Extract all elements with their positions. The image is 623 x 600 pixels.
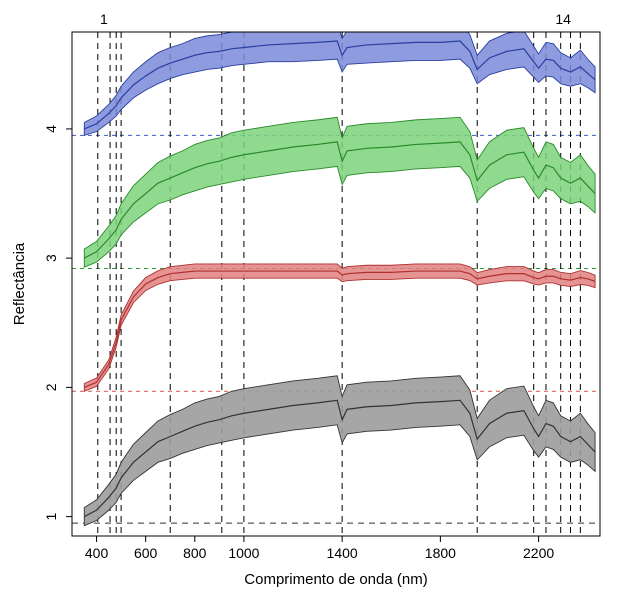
xtick-label: 800 <box>183 545 207 561</box>
ytick-label: 1 <box>43 513 59 521</box>
y-axis-label: Reflectância <box>11 242 28 325</box>
xtick-label: 400 <box>85 545 109 561</box>
top-label-0: 1 <box>100 11 108 27</box>
xtick-label: 1800 <box>425 545 456 561</box>
line-red <box>84 271 595 387</box>
band-red <box>84 264 595 391</box>
band-blue <box>84 23 595 135</box>
chart-svg: 400 600 800 1000 1400 1800 2200 1 2 3 4 Comprimento… <box>0 0 623 600</box>
band-green <box>84 117 595 267</box>
ytick-label: 3 <box>43 254 59 262</box>
xtick-label: 600 <box>134 545 158 561</box>
ytick-label: 4 <box>43 125 59 133</box>
spectral-reflectance-chart: 400 600 800 1000 1400 1800 2200 1 2 3 4 Comprimento… <box>0 0 623 600</box>
band-grey <box>84 376 595 526</box>
xtick-label: 1400 <box>327 545 358 561</box>
xtick-label: 1000 <box>228 545 259 561</box>
xtick-label: 2200 <box>523 545 554 561</box>
ytick-label: 2 <box>43 383 59 391</box>
top-label-1: 14 <box>555 11 571 27</box>
x-axis-label: Comprimento de onda (nm) <box>244 571 427 588</box>
